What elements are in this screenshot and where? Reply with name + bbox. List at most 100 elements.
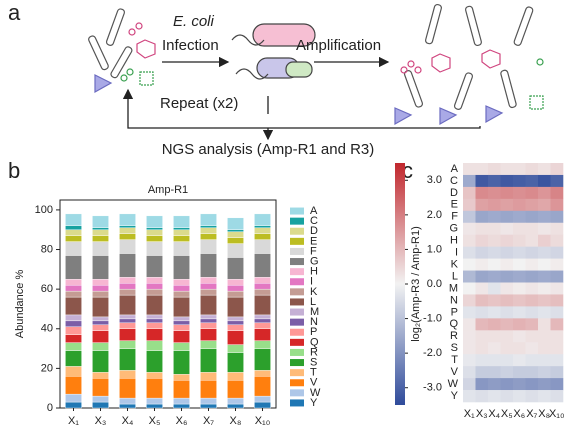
heatmap-cell — [463, 210, 476, 224]
row-label: D — [450, 187, 458, 199]
bar-segment — [92, 229, 109, 236]
bar-segment — [146, 403, 163, 409]
heatmap-cell — [500, 234, 514, 247]
heatmap-cell — [488, 163, 501, 176]
bar-segment — [200, 294, 217, 316]
bar-segment — [254, 253, 271, 278]
heatmap-cell — [538, 186, 551, 200]
heatmap-cell — [500, 294, 514, 307]
column-label: X₄ — [488, 408, 500, 420]
bar-segment — [65, 366, 82, 377]
bar-segment — [227, 397, 244, 405]
heatmap-cell — [538, 390, 551, 403]
heatmap-cell — [513, 378, 526, 391]
bar-segment — [65, 376, 82, 395]
bar-segment — [146, 328, 163, 341]
bar-segment — [146, 378, 163, 399]
heatmap-cell — [488, 222, 501, 235]
heatmap-cell — [513, 294, 526, 307]
bar-segment — [92, 342, 109, 351]
heatmap-cell — [500, 366, 514, 379]
heatmap-cell — [488, 390, 501, 403]
heatmap-cell — [525, 222, 539, 235]
row-label: A — [451, 163, 459, 175]
heatmap-cell — [538, 342, 551, 355]
bar-segment — [92, 401, 109, 409]
bar-segment — [146, 350, 163, 373]
legend-label: L — [310, 296, 316, 308]
bar-segment — [65, 393, 82, 403]
x-tick-label: X₃ — [95, 415, 107, 427]
row-label: H — [450, 235, 458, 247]
legend-swatch — [290, 217, 304, 225]
heatmap-cell — [463, 246, 476, 259]
heatmap-cell — [550, 163, 564, 176]
heatmap-cell — [513, 366, 526, 379]
heatmap-cell — [513, 258, 526, 271]
heatmap-cell — [500, 330, 514, 343]
bar-segment — [146, 277, 163, 284]
heatmap-cell — [513, 354, 526, 367]
y-tick-label: 20 — [41, 362, 53, 374]
bar-segment — [92, 395, 109, 403]
heatmap-cell — [538, 330, 551, 343]
bar-segment — [92, 296, 109, 318]
bar-segment — [254, 401, 271, 409]
bar-segment — [119, 239, 136, 254]
heatmap-cell — [550, 198, 564, 212]
row-label: M — [449, 282, 458, 294]
bar-segment — [146, 227, 163, 230]
heatmap-cell — [525, 186, 539, 200]
heatmap-cell — [513, 186, 526, 200]
bar-segment — [200, 397, 217, 405]
heatmap-cell — [500, 306, 514, 319]
row-label: F — [451, 211, 458, 223]
heatmap-cell — [463, 222, 476, 235]
heatmap-cell — [550, 210, 564, 224]
panel-label: b — [8, 158, 20, 183]
y-tick-label: 80 — [41, 243, 53, 255]
bar-segment — [65, 229, 82, 236]
heatmap-cell — [513, 234, 526, 247]
row-label: Q — [449, 318, 458, 330]
heatmap-cell — [550, 378, 564, 391]
heatmap-cell — [513, 222, 526, 235]
y-tick-label: 100 — [35, 204, 53, 216]
bar-segment — [65, 241, 82, 256]
organism-label: E. coli — [173, 13, 215, 30]
heatmap-cell — [513, 330, 526, 343]
row-label: E — [451, 199, 458, 211]
bar-segment — [254, 239, 271, 254]
colorbar-tick-label: -2.0 — [423, 347, 442, 359]
bar-segment — [119, 225, 136, 228]
heatmap-cell — [538, 163, 551, 176]
bar-segment — [227, 403, 244, 409]
colorbar-tick-label: 3.0 — [427, 174, 442, 186]
legend-label: H — [310, 266, 318, 278]
heatmap-cell — [500, 174, 514, 188]
bar-segment — [146, 294, 163, 316]
bar-segment — [227, 330, 244, 345]
heatmap-cell — [513, 174, 526, 188]
bar-segment — [92, 372, 109, 379]
bar-segment — [254, 233, 271, 240]
y-tick-label: 40 — [41, 323, 53, 335]
legend-label: N — [310, 316, 318, 328]
column-label: X₅ — [501, 408, 513, 420]
legend-swatch — [290, 359, 304, 367]
heatmap-cell — [463, 186, 476, 200]
bar-segment — [173, 324, 190, 331]
bar-segment — [92, 235, 109, 242]
bar-segment — [200, 253, 217, 278]
heatmap-cell — [475, 366, 489, 379]
heatmap-cell — [463, 318, 476, 331]
legend-swatch — [290, 328, 304, 336]
bar-segment — [119, 294, 136, 316]
bar-segment — [92, 316, 109, 322]
panel-label: c — [402, 158, 413, 183]
heatmap-cell — [525, 258, 539, 271]
heatmap-cell — [538, 318, 551, 331]
bar-segment — [119, 403, 136, 409]
row-label: Y — [451, 390, 459, 402]
heatmap-cell — [538, 294, 551, 307]
